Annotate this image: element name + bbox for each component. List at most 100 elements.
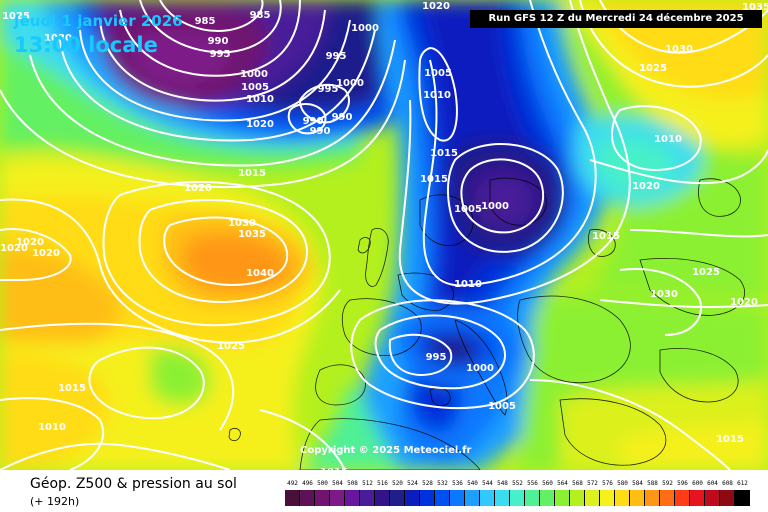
scale-cell [360,490,375,506]
scale-label: 504 [332,480,343,487]
scale-label: 528 [422,480,433,487]
isobar-label: 1020 [184,183,212,194]
scale-cell [465,490,480,506]
scale-cell [345,490,360,506]
isobar-label: 1030 [228,218,256,229]
scale-cell [480,490,495,506]
scale-label: 584 [632,480,643,487]
footer-panel: Géop. Z500 & pression au sol (+ 192h) 49… [0,470,768,512]
isobar-label: 995 [326,51,347,62]
scale-label: 560 [542,480,553,487]
scale-cell [660,490,675,506]
run-info: Run GFS 12 Z du Mercredi 24 décembre 202… [470,10,762,28]
isobar-label: 1005 [454,204,482,215]
scale-label: 572 [587,480,598,487]
isobar-label: 1005 [241,82,269,93]
isobar-label: 1010 [38,422,66,433]
isobar-label: 1025 [2,11,30,22]
isobar-label: 1010 [654,134,682,145]
forecast-offset: (+ 192h) [30,495,80,508]
isobar-label: 1020 [632,181,660,192]
forecast-time: 13:00 locale [14,33,158,57]
scale-cell [675,490,690,506]
scale-cell [435,490,450,506]
scale-labels: 492 496 500 504 508 512 516 520 524 528 532 536 540 5… [285,480,750,488]
isobar-label: 1020 [730,297,758,308]
scale-label: 540 [467,480,478,487]
scale-label: 588 [647,480,658,487]
scale-cell [690,490,705,506]
isobar-label: 1030 [44,33,72,44]
isobar-labels: 9859859909951030102510009951000100510101… [0,1,768,470]
isobar-label: 990 [208,36,229,47]
isobar-label: 1025 [639,63,667,74]
scale-cell [555,490,570,506]
map-canvas: 9859859909951030102510009951000100510101… [0,0,768,470]
isobar-label: 1000 [481,201,509,212]
scale-label: 544 [482,480,493,487]
isobar-label: 1010 [454,279,482,290]
scale-cell [645,490,660,506]
isobar-label: 1025 [692,267,720,278]
scale-cell [525,490,540,506]
scale-label: 520 [392,480,403,487]
scale-cell [705,490,720,506]
scale-cell [510,490,525,506]
scale-label: 596 [677,480,688,487]
scale-label: 492 [287,480,298,487]
isobar-label: 1020 [246,119,274,130]
geopotential-field: 9859859909951030102510009951000100510101… [0,0,768,470]
scale-label: 532 [437,480,448,487]
isobar-label: 1015 [592,231,620,242]
isobar-label: 1005 [424,68,452,79]
scale-label: 496 [302,480,313,487]
scale-cell [585,490,600,506]
scale-label: 612 [737,480,748,487]
scale-label: 512 [362,480,373,487]
forecast-date: Jeudi 1 janvier 2026 [14,12,183,30]
isobar-label: 1035 [742,2,768,13]
isobar-label: 1020 [32,248,60,259]
isobar-label: 985 [195,16,216,27]
scale-cell [630,490,645,506]
scale-label: 608 [722,480,733,487]
isobar-label: 1005 [488,401,516,412]
isobar-label: 1020 [16,237,44,248]
isobar-label: 1015 [716,434,744,445]
scale-cell [600,490,615,506]
isobar-label: 990 [332,112,353,123]
copyright: Copyright © 2025 Meteociel.fr [300,445,472,456]
scale-label: 600 [692,480,703,487]
isobar-label: 1020 [0,243,28,254]
isobar-label: 1020 [422,1,450,12]
isobar-label: 1000 [351,23,379,34]
isobar-label: 1015 [420,174,448,185]
scale-cell [450,490,465,506]
isobar-label: 1030 [650,289,678,300]
isobar-label: 1015 [430,148,458,159]
isobar-label: 1010 [246,94,274,105]
map-title: Géop. Z500 & pression au sol [30,476,237,492]
isobar-label: 1030 [665,44,693,55]
isobar-label: 1025 [217,341,245,352]
scale-cell [390,490,405,506]
scale-cell [375,490,390,506]
isobar-label: 990 [303,116,324,127]
isobar-label: 995 [426,352,447,363]
weather-map: 985 985 990 995 1030 1025 1000 995 1000 1005 1010 1… [0,0,768,470]
isobar-label: 1040 [246,268,274,279]
color-scale: 492 496 500 504 508 512 516 520 524 528 532 536 540 5… [285,480,750,506]
scale-cell [495,490,510,506]
scale-label: 552 [512,480,523,487]
scale-label: 548 [497,480,508,487]
scale-label: 556 [527,480,538,487]
isobar-label: 1015 [58,383,86,394]
scale-label: 568 [572,480,583,487]
isobar-label: 1015 [238,168,266,179]
scale-cell [540,490,555,506]
scale-label: 500 [317,480,328,487]
isobar-label: 1000 [336,78,364,89]
scale-cell [300,490,315,506]
isobar-label: 1035 [238,229,266,240]
scale-label: 604 [707,480,718,487]
